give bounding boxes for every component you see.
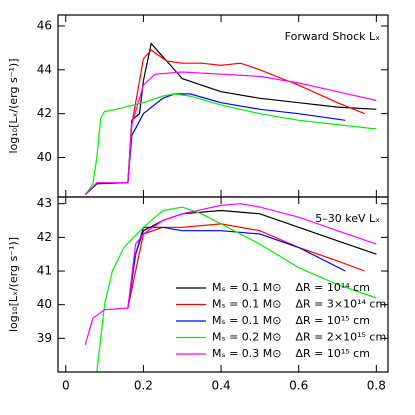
- legend-label: Mₛ = 0.3 M⊙ ΔR = 10¹⁵ cm: [212, 347, 370, 360]
- panel-label: Forward Shock Lₓ: [285, 30, 380, 43]
- y-axis-title: log₁₀[Lₓ/(erg s⁻¹)]: [7, 237, 20, 332]
- x-tick-label: 0.2: [134, 379, 153, 393]
- legend-label: Mₛ = 0.1 M⊙ ΔR = 10¹⁴ cm: [212, 281, 370, 294]
- y-tick-label: 42: [37, 106, 52, 120]
- y-tick-label: 46: [37, 18, 52, 32]
- y-tick-label: 43: [37, 196, 52, 210]
- plot-frame: [57, 196, 389, 373]
- y-tick-label: 40: [37, 297, 52, 311]
- y-tick-label: 41: [37, 264, 52, 278]
- data-line: [84, 93, 377, 196]
- y-tick-label: 39: [37, 331, 52, 345]
- y-tick-label: 42: [37, 230, 52, 244]
- data-line: [84, 71, 377, 196]
- panel-label: 5–30 keV Lₓ: [315, 212, 380, 225]
- legend-label: Mₛ = 0.1 M⊙ ΔR = 10¹⁵ cm: [212, 314, 370, 327]
- y-tick-label: 44: [37, 62, 52, 76]
- data-line: [84, 203, 377, 346]
- x-tick-label: 0: [62, 379, 70, 393]
- data-line: [96, 206, 377, 372]
- x-tick-label: 0.4: [212, 379, 231, 393]
- x-tick-label: 0.6: [289, 379, 308, 393]
- data-line: [127, 223, 365, 309]
- data-line: [127, 93, 346, 183]
- data-line: [127, 226, 346, 309]
- y-axis-title: log₁₀[Lₓ/(erg s⁻¹)]: [7, 59, 20, 154]
- legend-label: Mₛ = 0.2 M⊙ ΔR = 2×10¹⁵ cm: [212, 331, 386, 344]
- data-line: [127, 49, 365, 183]
- legend-label: Mₛ = 0.1 M⊙ ΔR = 3×10¹⁴ cm: [212, 298, 386, 311]
- y-tick-label: 40: [37, 150, 52, 164]
- x-tick-label: 0.8: [367, 379, 386, 393]
